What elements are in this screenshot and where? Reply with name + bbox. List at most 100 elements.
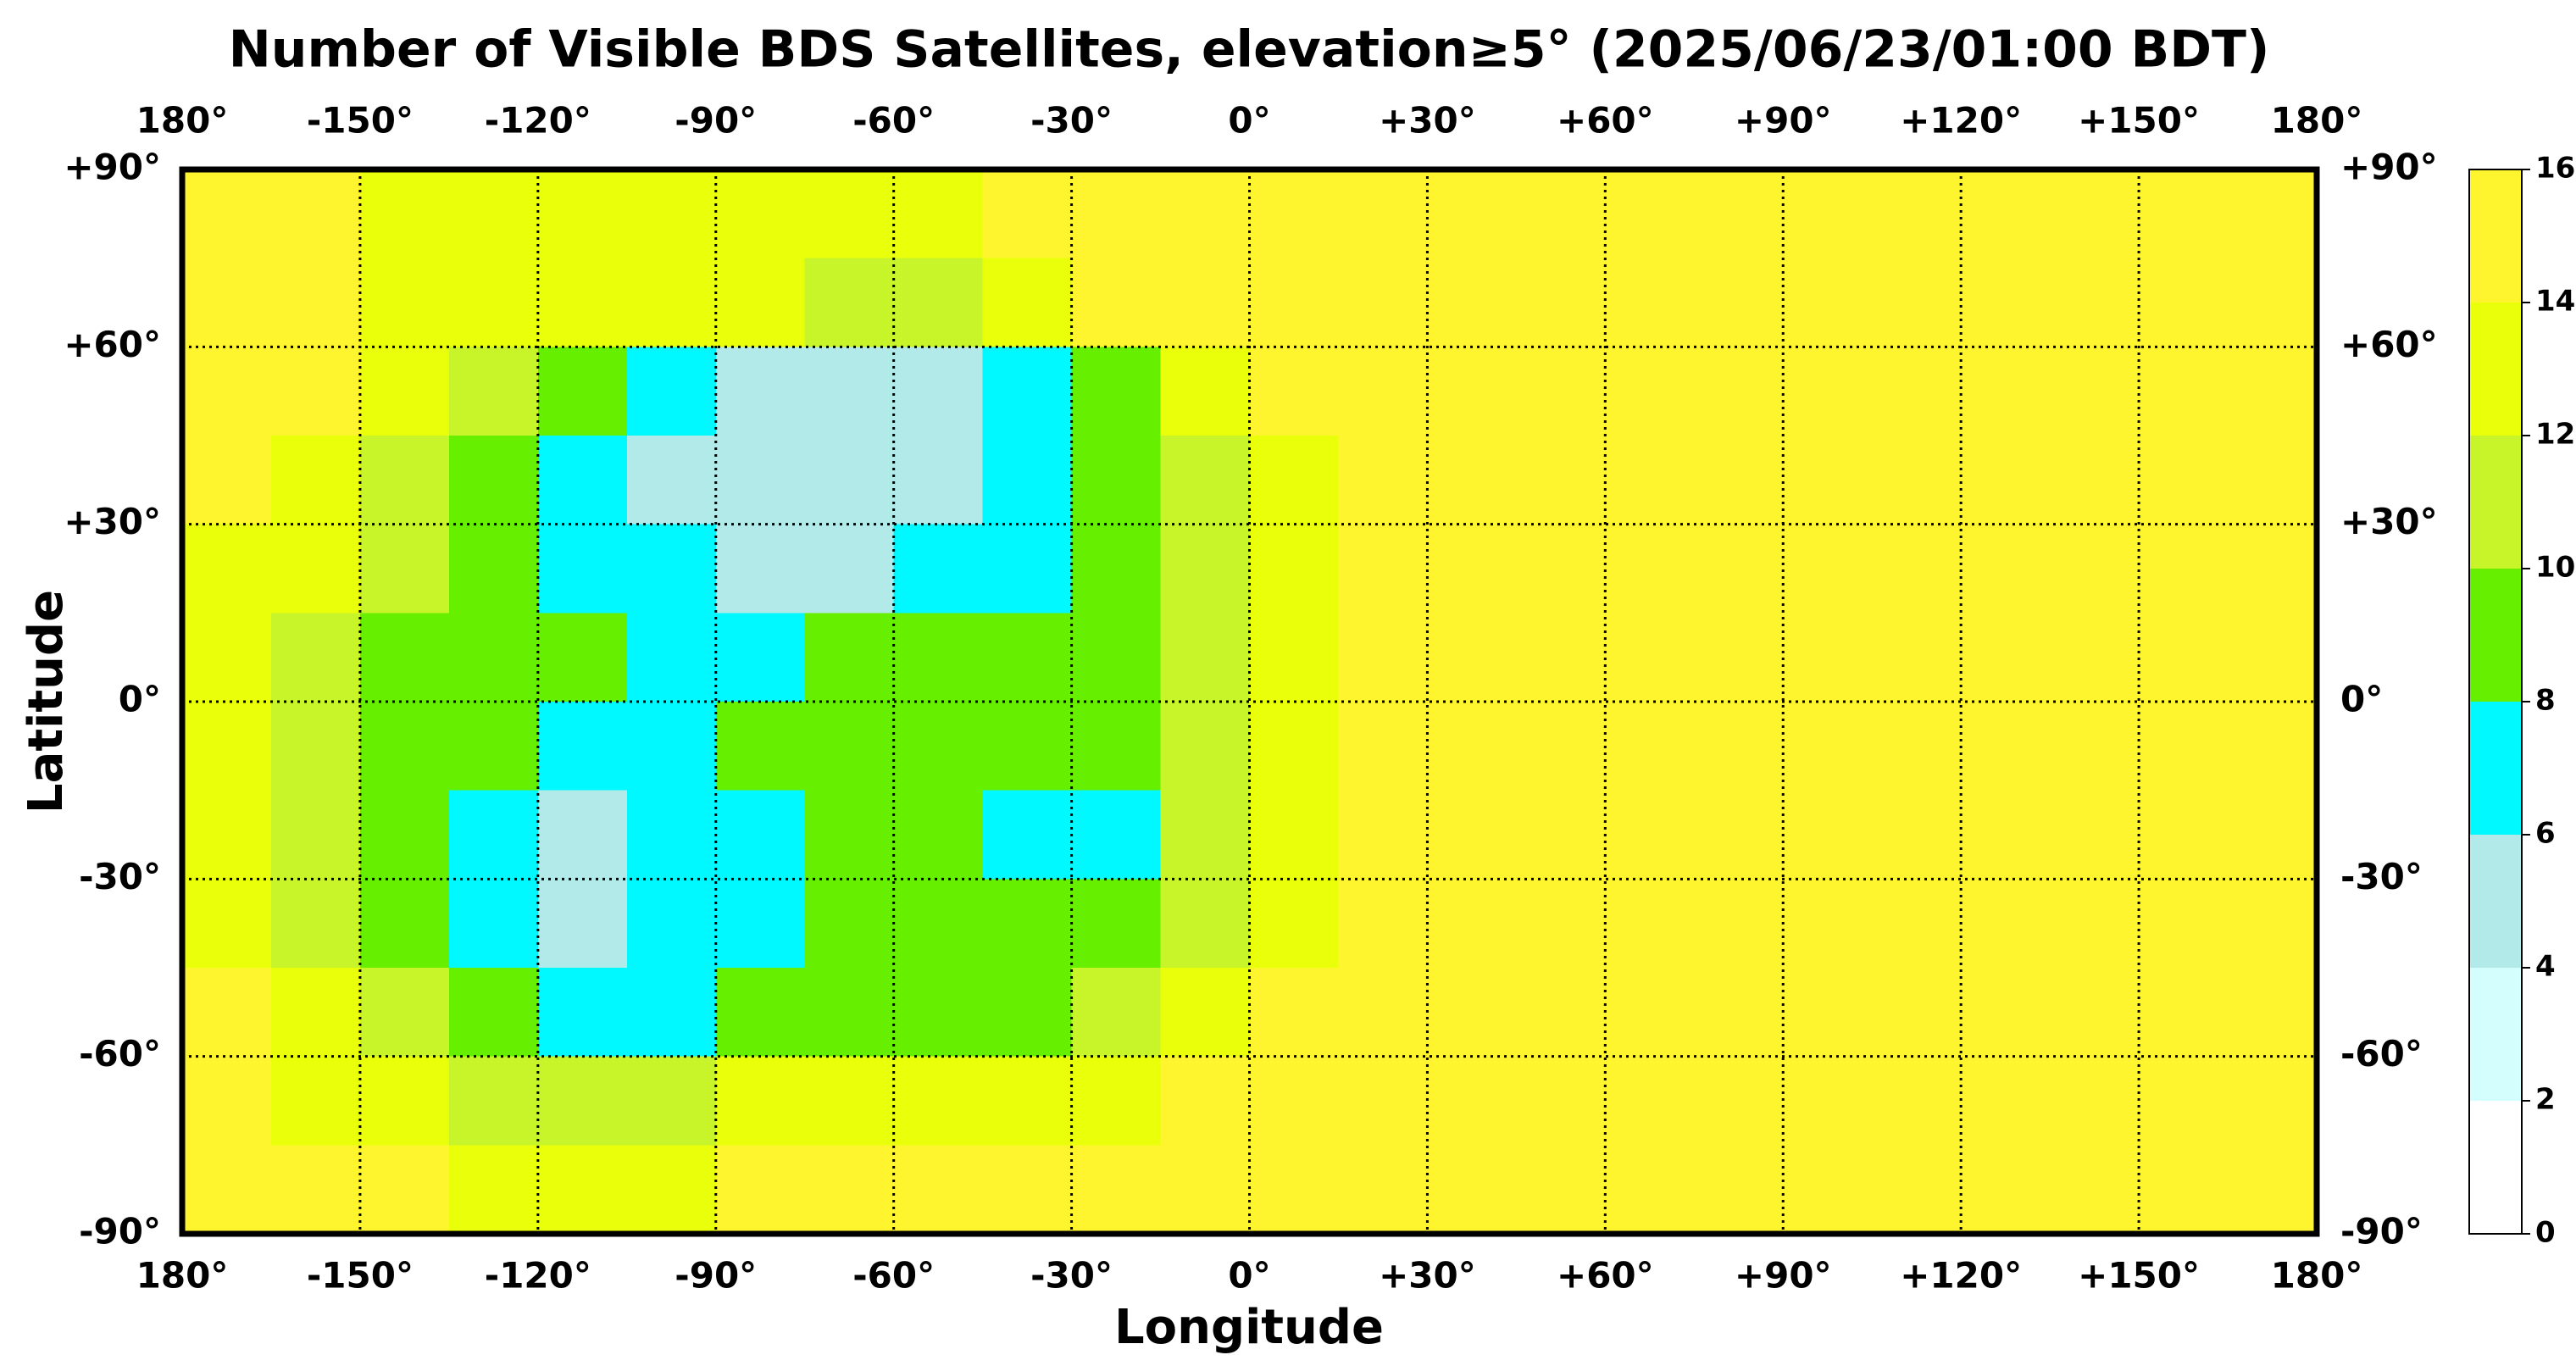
cell <box>1516 169 1607 259</box>
colorbar-segment <box>2469 1101 2522 1234</box>
cell <box>1338 1145 1429 1235</box>
cell <box>715 613 806 702</box>
x-tick-label: +150° <box>2078 1255 2200 1297</box>
cell <box>715 169 806 259</box>
cell <box>982 968 1073 1058</box>
y-tick-label: +30° <box>64 501 161 542</box>
x-tick-label: 180° <box>2271 1255 2363 1297</box>
cell <box>1783 1145 1874 1235</box>
cell <box>2050 169 2140 259</box>
cell <box>1427 169 1518 259</box>
cell <box>1071 524 1162 614</box>
cell <box>1160 968 1251 1058</box>
cell <box>359 968 450 1058</box>
cell <box>1605 968 1696 1058</box>
cell <box>626 169 717 259</box>
x-tick-label: -120° <box>485 1255 591 1297</box>
cell <box>1249 790 1340 880</box>
cell <box>982 258 1073 348</box>
cell <box>1694 436 1785 525</box>
cell <box>1249 613 1340 702</box>
y-tick-label: +30° <box>2340 501 2438 542</box>
cell <box>1605 169 1696 259</box>
cell <box>1249 347 1340 436</box>
cell <box>537 702 628 791</box>
cell <box>182 790 272 880</box>
cell <box>1872 613 1962 702</box>
cell <box>1783 347 1874 436</box>
colorbar-tick-label: 8 <box>2535 684 2556 718</box>
colorbar-tick-label: 14 <box>2535 285 2575 319</box>
cell <box>893 347 984 436</box>
cell <box>2228 524 2318 614</box>
cell <box>448 968 539 1058</box>
cell <box>1249 702 1340 791</box>
cell <box>1783 1056 1874 1147</box>
cell <box>1516 1056 1607 1147</box>
cell <box>893 968 984 1058</box>
cell <box>1961 258 2051 348</box>
cell <box>182 347 272 436</box>
cell <box>448 790 539 880</box>
cell <box>2228 347 2318 436</box>
cell <box>1605 1145 1696 1235</box>
cell <box>1071 702 1162 791</box>
cell <box>804 524 895 614</box>
cell <box>1872 1145 1962 1235</box>
cell <box>1694 347 1785 436</box>
cell <box>1961 524 2051 614</box>
cell <box>626 436 717 525</box>
y-tick-label: +60° <box>64 324 161 365</box>
cell <box>1872 347 1962 436</box>
cell <box>1071 1145 1162 1235</box>
cell <box>270 790 361 880</box>
cell <box>1160 258 1251 348</box>
y-tick-label: +90° <box>2340 147 2438 188</box>
cell <box>359 613 450 702</box>
cell <box>537 347 628 436</box>
cell <box>715 1145 806 1235</box>
x-axis-label: Longitude <box>1114 1300 1384 1355</box>
cell <box>1427 436 1518 525</box>
cell <box>982 436 1073 525</box>
cell <box>2050 613 2140 702</box>
x-tick-label: -60° <box>852 100 935 142</box>
cell <box>1783 968 1874 1058</box>
cell <box>1338 436 1429 525</box>
cell <box>1427 968 1518 1058</box>
cell <box>182 436 272 525</box>
cell <box>715 524 806 614</box>
cell <box>359 1056 450 1147</box>
cell <box>626 1056 717 1147</box>
cell <box>982 702 1073 791</box>
cell <box>715 702 806 791</box>
cell <box>1071 258 1162 348</box>
cell <box>2228 436 2318 525</box>
cell <box>359 790 450 880</box>
cell <box>537 524 628 614</box>
cell <box>893 613 984 702</box>
cell <box>1160 524 1251 614</box>
cell <box>1160 347 1251 436</box>
cell <box>1160 1056 1251 1147</box>
cell <box>537 436 628 525</box>
cell <box>1961 1056 2051 1147</box>
cell <box>448 879 539 969</box>
cell <box>2050 347 2140 436</box>
cell <box>1783 613 1874 702</box>
plot-frame <box>179 166 2320 1237</box>
cell <box>182 1145 272 1235</box>
cell <box>1605 613 1696 702</box>
cell <box>1249 1145 1340 1235</box>
cell <box>1605 1056 1696 1147</box>
cell <box>448 169 539 259</box>
x-tick-label: -30° <box>1030 1255 1113 1297</box>
cell <box>2139 1056 2229 1147</box>
cell <box>1516 1145 1607 1235</box>
cell <box>1427 702 1518 791</box>
x-tick-label: 180° <box>136 1255 229 1297</box>
cell <box>270 258 361 348</box>
cell <box>893 702 984 791</box>
cell <box>804 436 895 525</box>
cell <box>1872 790 1962 880</box>
